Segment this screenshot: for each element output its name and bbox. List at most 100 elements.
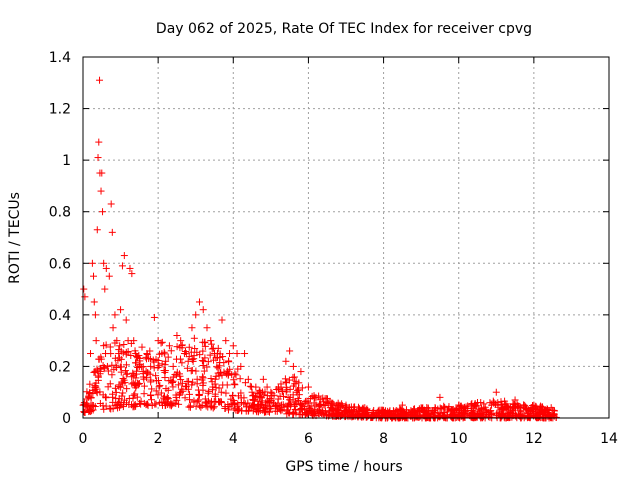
data-point: [87, 350, 95, 358]
data-point: [152, 387, 160, 395]
data-point: [99, 362, 107, 370]
data-point: [530, 401, 538, 409]
data-point: [195, 298, 203, 306]
data-point: [535, 409, 543, 417]
data-point: [173, 396, 181, 404]
data-point: [97, 187, 105, 195]
data-point: [102, 350, 110, 358]
data-point: [199, 362, 207, 370]
data-point: [528, 407, 536, 415]
data-point: [498, 404, 506, 412]
data-point: [202, 402, 210, 410]
data-point: [295, 379, 303, 387]
data-point: [176, 355, 184, 363]
data-point: [203, 363, 211, 371]
data-point: [96, 76, 104, 84]
data-point: [102, 394, 110, 402]
data-point: [440, 402, 448, 410]
data-point: [201, 398, 209, 406]
data-point: [118, 392, 126, 400]
data-point: [224, 406, 232, 414]
data-point: [88, 259, 96, 267]
data-point: [223, 381, 231, 389]
data-point: [361, 404, 369, 412]
data-point: [492, 388, 500, 396]
data-point: [90, 272, 98, 280]
data-point: [193, 375, 201, 383]
data-point: [140, 382, 148, 390]
data-point: [96, 367, 104, 375]
data-point: [90, 368, 98, 376]
data-point: [249, 392, 257, 400]
data-point: [224, 371, 232, 379]
data-point: [246, 382, 254, 390]
y-tick-label: 1: [62, 153, 71, 169]
data-point: [282, 357, 290, 365]
data-point: [204, 389, 212, 397]
data-point: [101, 393, 109, 401]
data-point: [192, 311, 200, 319]
data-point: [306, 404, 314, 412]
data-point: [230, 380, 238, 388]
data-point: [343, 407, 351, 415]
data-point: [250, 396, 258, 404]
data-point: [294, 386, 302, 394]
x-tick-label: 8: [379, 431, 388, 447]
data-point: [158, 360, 166, 368]
data-point: [178, 379, 186, 387]
data-point: [234, 400, 242, 408]
data-point: [244, 399, 252, 407]
data-point: [86, 380, 94, 388]
data-point: [315, 402, 323, 410]
data-point: [214, 344, 222, 352]
data-point: [103, 362, 111, 370]
data-point: [107, 200, 115, 208]
data-point: [198, 373, 206, 381]
data-point: [525, 413, 533, 421]
data-point: [201, 354, 209, 362]
data-point: [413, 412, 421, 420]
data-point: [231, 401, 239, 409]
data-point: [517, 407, 525, 415]
data-point: [131, 400, 139, 408]
data-point: [368, 412, 376, 420]
data-point: [80, 285, 88, 293]
data-point: [342, 401, 350, 409]
data-point: [86, 405, 94, 413]
data-point: [142, 401, 150, 409]
data-point: [203, 324, 211, 332]
data-point: [184, 357, 192, 365]
y-tick-label: 1.4: [49, 50, 71, 66]
data-point: [155, 383, 163, 391]
data-point: [97, 353, 105, 361]
data-point: [229, 392, 237, 400]
data-point: [199, 306, 207, 314]
data-point: [455, 409, 463, 417]
data-point: [216, 398, 224, 406]
data-point: [114, 398, 122, 406]
data-point: [297, 401, 305, 409]
x-axis-title: GPS time / hours: [285, 459, 402, 475]
data-point: [94, 373, 102, 381]
data-point: [197, 403, 205, 411]
data-point: [192, 367, 200, 375]
data-point: [252, 383, 260, 391]
data-point: [133, 393, 141, 401]
data-point: [90, 298, 98, 306]
data-point: [259, 404, 267, 412]
data-point: [391, 408, 399, 416]
data-point: [112, 364, 120, 372]
data-point: [290, 373, 298, 381]
data-point: [225, 357, 233, 365]
data-point: [180, 350, 188, 358]
data-point: [95, 138, 103, 146]
data-point: [164, 353, 172, 361]
data-point: [542, 407, 550, 415]
y-tick-label: 0: [62, 411, 71, 427]
data-point: [92, 379, 100, 387]
data-point: [497, 398, 505, 406]
data-point: [175, 400, 183, 408]
data-point: [209, 386, 217, 394]
data-point: [428, 407, 436, 415]
data-point: [117, 355, 125, 363]
